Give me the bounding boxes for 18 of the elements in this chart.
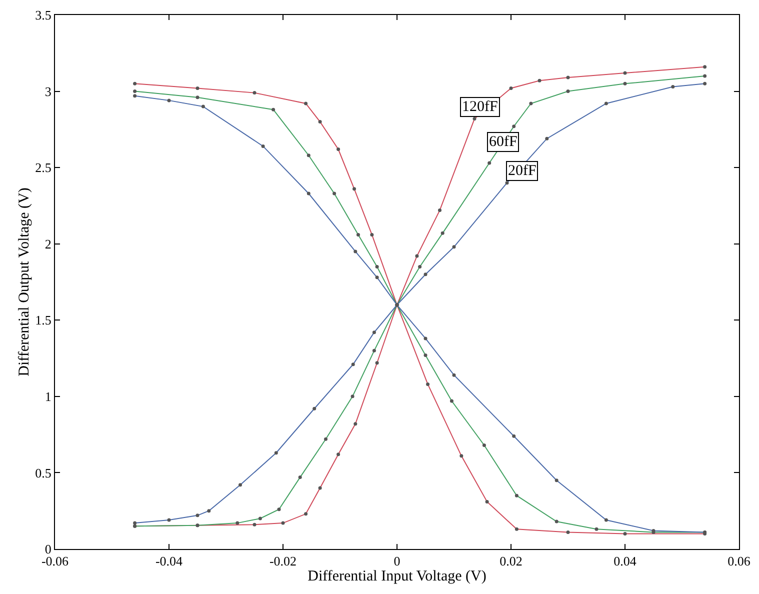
x-tick-label: -0.02	[269, 554, 297, 569]
x-tick-label: 0.04	[614, 554, 637, 569]
annotation: 60fF	[489, 134, 518, 150]
y-tick-label: 3.5	[35, 8, 52, 23]
annotation: 20fF	[508, 163, 536, 179]
x-axis-title: Differential Input Voltage (V)	[308, 568, 486, 585]
y-tick-label: 2.5	[35, 160, 52, 176]
y-tick-label: 1.5	[35, 312, 52, 328]
x-tick-label: 0	[394, 554, 400, 569]
x-tick-label: 0.06	[728, 554, 751, 569]
y-axis-title: Differential Output Voltage (V)	[16, 188, 32, 376]
x-tick-label: 0.02	[500, 554, 522, 569]
y-tick-label: 0.5	[35, 465, 52, 480]
y-tick-label: 1	[44, 388, 52, 404]
y-tick-label: 3	[44, 84, 52, 99]
annotation: 120fF	[462, 99, 498, 115]
x-tick-label: -0.04	[155, 554, 184, 569]
y-tick-label: 2	[44, 236, 52, 252]
